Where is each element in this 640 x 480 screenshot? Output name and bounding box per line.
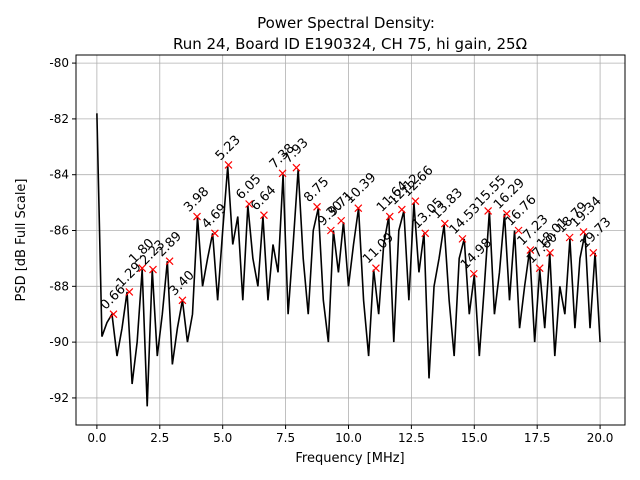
chart-subtitle: Run 24, Board ID E190324, CH 75, hi gain…: [173, 35, 527, 53]
peak-marker: [109, 310, 118, 319]
peak-marker: [371, 264, 380, 273]
peak-label: 10.39: [343, 170, 380, 207]
peak-marker: [397, 205, 406, 214]
peak-marker: [354, 204, 363, 213]
peak-marker: [484, 207, 493, 215]
peak-marker: [326, 226, 335, 235]
peak-label: 4.69: [199, 201, 230, 232]
peak-marker: [337, 216, 346, 225]
peak-label: 8.75: [301, 175, 332, 206]
peak-marker: [411, 197, 420, 206]
plot-frame: [75, 54, 626, 426]
y-tick-label: -82: [49, 112, 69, 126]
peak-marker: [440, 219, 449, 228]
peak-marker: [385, 212, 394, 221]
peak-marker: [514, 226, 523, 235]
peak-marker: [125, 287, 134, 296]
peak-marker: [565, 233, 574, 242]
y-axis-label: PSD [dB Full Scale]: [14, 178, 29, 301]
x-tick-label: 2.5: [150, 431, 169, 445]
y-tick-label: -92: [49, 391, 69, 405]
y-tick-label: -86: [49, 224, 69, 238]
x-tick-label: 5.0: [213, 431, 232, 445]
peak-marker: [245, 200, 254, 208]
y-tick-label: -90: [49, 335, 69, 349]
x-axis-label: Frequency [MHz]: [295, 451, 404, 466]
peak-marker: [165, 257, 174, 266]
peak-marker: [193, 212, 201, 221]
x-tick-label: 7.5: [276, 431, 295, 445]
peak-label: 3.98: [181, 184, 212, 215]
x-tick-label: 12.5: [398, 431, 425, 445]
peak-marker: [260, 211, 268, 220]
x-tick-label: 10.0: [335, 431, 362, 445]
peak-marker: [278, 169, 287, 178]
line: [96, 113, 601, 407]
peak-marker: [579, 227, 588, 236]
peak-marker: [292, 163, 301, 172]
peak-marker: [469, 269, 478, 278]
peak-label: 11.09: [360, 230, 397, 267]
x-tick-label: 17.5: [524, 431, 551, 445]
y-tick-label: -84: [49, 168, 69, 182]
peak-marker: [458, 234, 467, 243]
y-tick-label: -80: [49, 56, 69, 70]
peak-marker: [224, 161, 233, 169]
peak-marker: [178, 296, 187, 305]
peak-marker: [210, 229, 219, 238]
x-tick-label: 20.0: [587, 431, 614, 445]
peak-marker: [546, 248, 554, 257]
peak-label: 2.89: [154, 229, 185, 260]
peak-label: 5.23: [213, 133, 244, 164]
peak-marker: [535, 264, 544, 273]
peak-marker: [421, 229, 430, 238]
peak-marker: [313, 202, 321, 211]
peak-marker: [138, 264, 147, 273]
peak-marker: [502, 209, 511, 218]
x-tick-label: 15.0: [461, 431, 488, 445]
chart-title: Power Spectral Density:: [257, 14, 435, 32]
peak-marker: [526, 246, 535, 254]
x-tick-label: 0.0: [87, 431, 106, 445]
peak-marker: [149, 265, 157, 274]
peak-marker: [589, 248, 598, 257]
y-tick-label: -88: [49, 279, 69, 293]
